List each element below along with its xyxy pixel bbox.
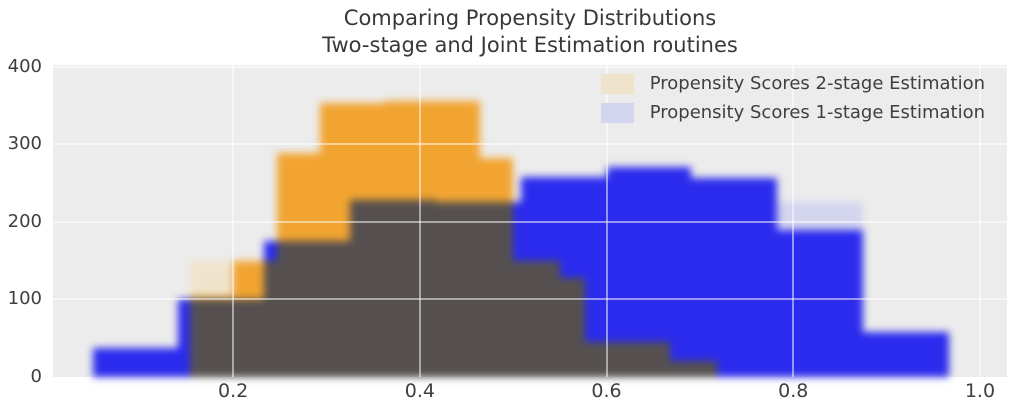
bar-overlap — [520, 260, 560, 377]
x-axis-tick-labels: 0.2 0.4 0.6 0.8 1.0 — [53, 379, 1007, 407]
bar-1stage — [691, 177, 778, 377]
bar-overlap — [559, 277, 586, 377]
bar-1stage — [863, 332, 950, 377]
x-tick-label: 1.0 — [964, 380, 996, 402]
bar-overlap — [384, 200, 432, 377]
legend-swatch-2stage — [600, 73, 634, 94]
bar-overlap — [479, 202, 514, 377]
bar-overlap — [233, 299, 264, 377]
x-tick-label: 0.6 — [591, 380, 622, 402]
bar-overlap — [435, 202, 480, 377]
bar-overlap — [431, 200, 436, 377]
bar-1stage — [93, 347, 179, 377]
bar-overlap — [319, 241, 350, 377]
bar-overlap — [277, 241, 320, 377]
legend-label-1stage: Propensity Scores 1-stage Estimation — [649, 102, 985, 123]
bar-1stage — [606, 167, 692, 377]
bar-1stage — [777, 229, 864, 377]
bar-overlap — [670, 361, 692, 377]
chart-title-line1: Comparing Propensity Distributions — [343, 6, 717, 30]
bar-overlap — [513, 260, 521, 377]
x-tick-label: 0.4 — [404, 380, 435, 402]
x-tick-label: 0.8 — [778, 380, 809, 402]
histogram-bars-layer — [53, 65, 1007, 377]
y-tick-label: 100 — [7, 288, 42, 310]
legend-label-2stage: Propensity Scores 2-stage Estimation — [649, 73, 985, 94]
plot-area: Propensity Scores 2-stage Estimation Pro… — [53, 65, 1007, 377]
legend: Propensity Scores 2-stage Estimation Pro… — [600, 73, 985, 123]
y-tick-label: 400 — [7, 55, 42, 77]
y-tick-label: 0 — [30, 366, 42, 387]
bar-overlap — [263, 260, 278, 377]
chart-title-line2: Two-stage and Joint Estimation routines — [322, 33, 738, 57]
legend-swatch-1stage — [600, 102, 634, 123]
bar-overlap — [606, 342, 670, 377]
y-tick-label: 200 — [7, 210, 42, 232]
x-tick-label: 0.2 — [218, 380, 249, 402]
legend-item-2stage: Propensity Scores 2-stage Estimation — [600, 73, 985, 94]
y-tick-label: 300 — [7, 133, 42, 155]
legend-item-1stage: Propensity Scores 1-stage Estimation — [600, 102, 985, 123]
chart-title: Comparing Propensity Distributions Two-s… — [53, 5, 1007, 59]
bar-overlap — [190, 299, 234, 377]
bar-overlap — [349, 200, 385, 377]
bar-overlap — [691, 361, 717, 377]
bar-overlap — [585, 342, 607, 377]
